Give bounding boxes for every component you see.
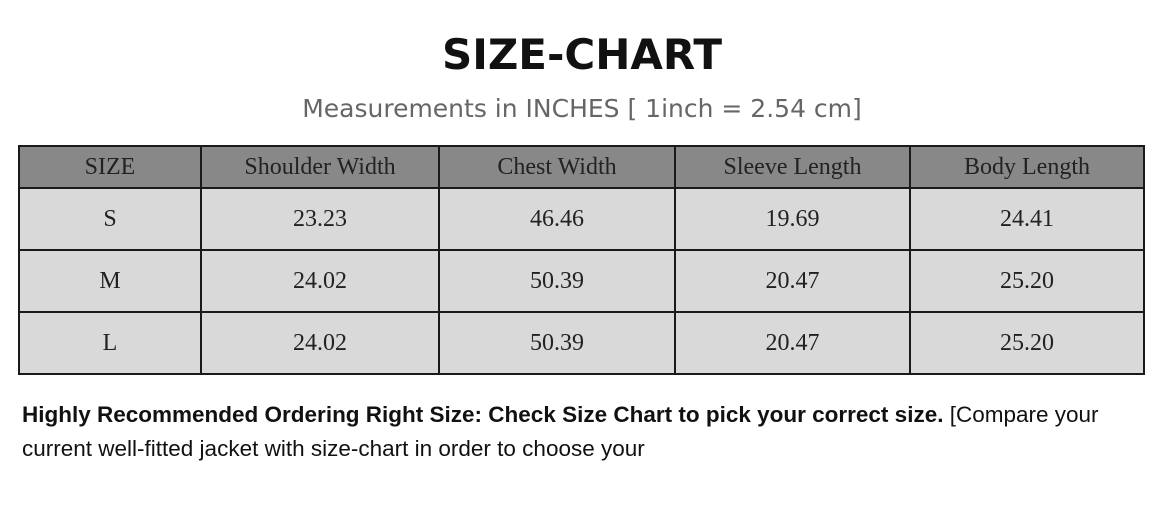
size-note: Highly Recommended Ordering Right Size: …: [22, 398, 1152, 466]
table-cell: 50.39: [438, 249, 676, 313]
table-row: L 24.02 50.39 20.47 25.20: [18, 311, 1145, 375]
size-chart-table: SIZE Shoulder Width Chest Width Sleeve L…: [18, 145, 1145, 375]
header-cell: Sleeve Length: [674, 145, 911, 189]
table-cell: 19.69: [674, 187, 911, 251]
table-cell: L: [18, 311, 202, 375]
table-cell: 20.47: [674, 311, 911, 375]
table-cell: 46.46: [438, 187, 676, 251]
table-cell: 24.41: [909, 187, 1145, 251]
note-bold: Highly Recommended Ordering Right Size: …: [22, 402, 944, 427]
table-cell: 50.39: [438, 311, 676, 375]
table-row: S 23.23 46.46 19.69 24.41: [18, 187, 1145, 251]
table-cell: 25.20: [909, 311, 1145, 375]
table-cell: 24.02: [200, 249, 440, 313]
subtitle: Measurements in INCHES [ 1inch = 2.54 cm…: [302, 94, 862, 123]
page-title: SIZE-CHART: [441, 30, 723, 79]
header-cell: Chest Width: [438, 145, 676, 189]
table-cell: 20.47: [674, 249, 911, 313]
header-cell: Shoulder Width: [200, 145, 440, 189]
table-row: M 24.02 50.39 20.47 25.20: [18, 249, 1145, 313]
header-cell: Body Length: [909, 145, 1145, 189]
table-header-row: SIZE Shoulder Width Chest Width Sleeve L…: [18, 145, 1145, 189]
note-text: [Compare your current well-fitted jacket…: [22, 402, 1099, 461]
table-cell: 24.02: [200, 311, 440, 375]
table-cell: 25.20: [909, 249, 1145, 313]
header-cell: SIZE: [18, 145, 202, 189]
table-cell: S: [18, 187, 202, 251]
table-cell: 23.23: [200, 187, 440, 251]
table-cell: M: [18, 249, 202, 313]
